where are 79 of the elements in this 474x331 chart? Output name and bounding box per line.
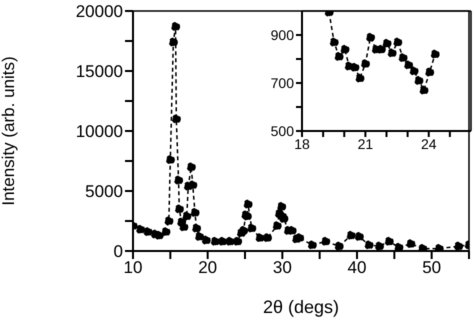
point [350,62,360,72]
point [164,216,174,226]
x-tick-label: 24 [420,136,437,152]
y-tick-label: 20000 [76,2,123,22]
point [404,60,414,70]
point [321,236,330,246]
point [179,222,188,232]
point [360,59,370,68]
point [174,204,184,214]
x-tick-label: 30 [272,258,292,278]
point [188,180,198,190]
y-tick-label: 5000 [85,182,123,202]
point [354,232,364,242]
x-tick-label: 10 [124,258,142,278]
point [414,76,424,86]
point [194,232,204,242]
point [334,52,344,62]
point [308,240,317,250]
point [243,200,253,209]
point [419,86,428,95]
y-tick-label: 15000 [76,62,123,82]
point [393,38,402,47]
x-tick-label: 20 [198,258,218,278]
y-tick-label: 10000 [76,122,123,142]
point [136,224,146,234]
point [238,226,248,236]
point [255,233,264,242]
point [182,212,192,221]
point [210,236,220,246]
point [190,208,200,218]
point [161,227,170,236]
point [346,230,356,240]
point [425,68,434,77]
point [355,74,364,83]
point [387,48,397,58]
point [454,242,464,251]
x-tick-label: 50 [422,258,442,278]
point [294,233,304,242]
point [172,114,181,124]
y-tick-label: 500 [270,122,294,139]
point [218,236,228,246]
point [340,44,350,54]
point [168,38,178,47]
point [171,22,180,32]
point [434,244,444,251]
point [143,227,152,236]
point [418,244,428,251]
point [154,230,164,240]
point [334,242,344,251]
point [366,32,375,42]
point [409,66,419,76]
point [277,202,286,212]
point [272,221,282,230]
point [364,240,374,250]
point [382,38,392,48]
point [330,38,339,47]
x-tick-label: 18 [294,136,310,152]
point [247,224,256,233]
y-tick-label: 900 [270,26,294,43]
point [406,239,416,248]
x-tick-label: 40 [348,258,366,278]
point [394,242,404,251]
x-axis-title: 2θ (degs) [262,297,340,317]
point [384,236,394,246]
y-axis-title: Intensity (arb. units) [0,56,18,206]
point [232,236,242,246]
y-tick-label: 0 [114,242,123,262]
point [430,50,440,59]
point [166,155,175,164]
point [186,162,196,172]
point [192,224,202,233]
point [202,236,211,245]
x-tick-label: 21 [358,136,374,152]
point [374,242,384,251]
point [226,236,235,246]
point [398,53,408,62]
point [174,176,184,185]
point [262,233,272,242]
y-tick-label: 700 [270,74,294,91]
